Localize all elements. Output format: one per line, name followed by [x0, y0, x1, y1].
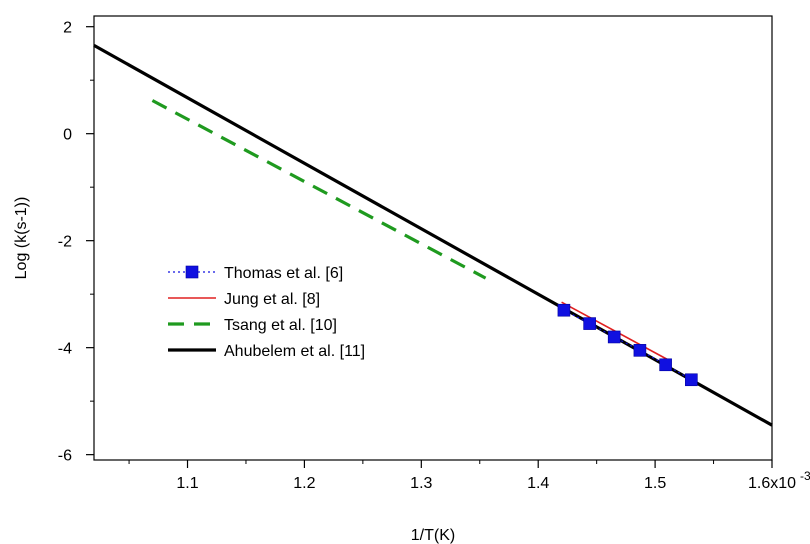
legend: Thomas et al. [6] Jung et al. [8] Tsang et… [168, 265, 365, 360]
x-tick-label: 1.1 [176, 475, 198, 492]
x-tick-label: 1.3 [410, 475, 432, 492]
plot-frame [93, 15, 773, 461]
data-point [583, 317, 596, 330]
x-axis-title: 1/T(K) [411, 527, 455, 544]
plot-area [93, 44, 773, 427]
data-point [685, 373, 698, 387]
data-point [659, 358, 672, 372]
data-point [607, 330, 621, 344]
x-tick-label: 1.5 [644, 475, 666, 492]
legend-label-3: Ahubelem et al. [11] [224, 343, 365, 360]
x-tick-label: 1.6x10 [748, 475, 796, 492]
legend-marker [185, 265, 199, 279]
y-tick-label: -4 [58, 341, 72, 358]
legend-label-1: Jung et al. [8] [224, 291, 320, 308]
axes: 1.1 1.2 1.3 1.4 1.5 1.6x10 -3 2 0 -2 -4 -6 1/T(K) Log… [13, 15, 810, 544]
y-tick-label: -2 [58, 234, 72, 251]
y-axis-title: Log (k(s-1)) [13, 197, 30, 280]
x-tick-label: 1.4 [527, 475, 549, 492]
y-tick-label: 0 [63, 127, 72, 144]
y-tick-label: -6 [58, 448, 72, 465]
y-tick-label: 2 [63, 20, 72, 37]
legend-label-2: Tsang et al. [10] [224, 317, 337, 334]
legend-label-0: Thomas et al. [6] [224, 265, 343, 282]
x-tick-exponent: -3 [800, 469, 810, 483]
x-tick-label: 1.2 [293, 475, 315, 492]
data-point [633, 344, 647, 357]
series-line-2 [151, 99, 487, 280]
data-point [557, 303, 571, 317]
series-line-3 [93, 44, 773, 427]
